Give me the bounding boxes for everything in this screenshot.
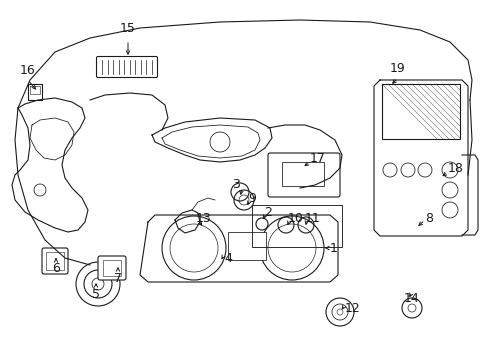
Text: 17: 17 — [309, 152, 325, 165]
FancyBboxPatch shape — [96, 57, 157, 77]
Text: 14: 14 — [403, 292, 419, 305]
Text: 3: 3 — [232, 179, 240, 192]
Text: 13: 13 — [196, 211, 211, 225]
Text: 12: 12 — [345, 302, 360, 315]
Text: 16: 16 — [20, 63, 36, 77]
Text: 18: 18 — [447, 162, 463, 175]
Text: 6: 6 — [52, 261, 60, 274]
Text: 2: 2 — [264, 207, 271, 220]
Bar — [46, 252, 64, 270]
Text: 5: 5 — [92, 288, 100, 302]
Bar — [381, 84, 459, 139]
Text: 8: 8 — [424, 211, 432, 225]
Text: 10: 10 — [287, 211, 303, 225]
Bar — [251, 205, 341, 247]
Text: 11: 11 — [305, 211, 320, 225]
FancyBboxPatch shape — [98, 256, 126, 280]
Bar — [227, 232, 265, 260]
Bar — [103, 260, 121, 276]
Text: 4: 4 — [224, 252, 231, 265]
Text: 1: 1 — [329, 242, 337, 255]
Text: 19: 19 — [389, 62, 405, 75]
FancyBboxPatch shape — [42, 248, 68, 274]
Text: 15: 15 — [120, 22, 136, 35]
Text: 7: 7 — [114, 271, 122, 284]
Text: 9: 9 — [247, 192, 255, 204]
FancyBboxPatch shape — [267, 153, 339, 197]
Bar — [282, 162, 324, 186]
